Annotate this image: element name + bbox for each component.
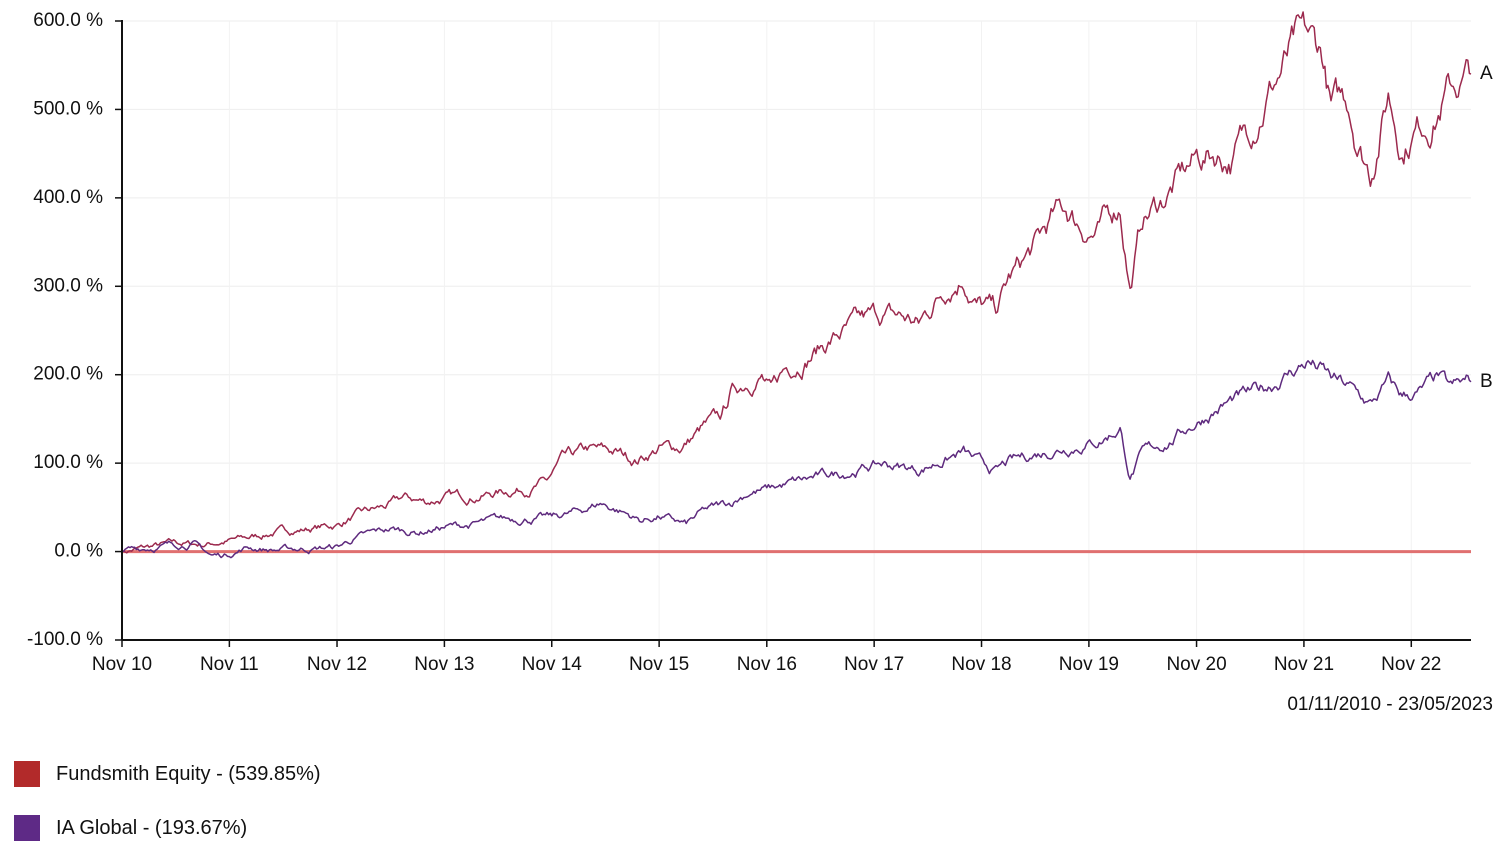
x-tick-label-9: Nov 19 (1059, 654, 1119, 675)
legend-item-fundsmith-equity: Fundsmith Equity - (539.85%) (14, 761, 321, 787)
date-range-label: 01/11/2010 - 23/05/2023 (1287, 694, 1493, 715)
performance-chart: -100.0 % 0.0 % 100.0 % 200.0 % 300.0 % 400.0 … (27, 10, 1493, 675)
legend-swatch-ia-global (14, 815, 40, 841)
x-tick-label-4: Nov 14 (522, 654, 583, 675)
x-tick-label-1: Nov 11 (200, 654, 259, 675)
grid-lines (121, 20, 1471, 641)
x-tick-label-12: Nov 22 (1381, 654, 1441, 675)
y-tick-label-6: 500.0 % (33, 98, 103, 119)
legend-label-fundsmith-equity: Fundsmith Equity - (539.85%) (56, 762, 321, 785)
x-tick-label-7: Nov 17 (844, 654, 904, 675)
series-end-labels: AB (1480, 63, 1493, 392)
x-tick-label-11: Nov 21 (1274, 654, 1334, 675)
x-tick-label-3: Nov 13 (414, 654, 474, 675)
x-tick-label-0: Nov 10 (92, 654, 152, 675)
y-axis-ticks: -100.0 % 0.0 % 100.0 % 200.0 % 300.0 % 400.0 … (27, 10, 122, 650)
legend-label-ia-global: IA Global - (193.67%) (56, 816, 248, 839)
x-tick-label-2: Nov 12 (307, 654, 367, 675)
x-tick-label-8: Nov 18 (951, 654, 1011, 675)
y-tick-label-7: 600.0 % (33, 10, 103, 31)
y-tick-label-5: 400.0 % (33, 187, 103, 208)
axes (121, 20, 1471, 641)
x-tick-label-6: Nov 16 (737, 654, 797, 675)
y-tick-label-2: 100.0 % (33, 452, 103, 473)
series-lines (121, 11, 1472, 559)
series-end-label-0: A (1480, 63, 1493, 84)
series-line-1 (121, 359, 1472, 559)
series-end-label-1: B (1480, 371, 1493, 392)
x-axis-ticks: Nov 10 Nov 11 Nov 12 Nov 13 Nov 14 Nov 15 Nov … (92, 640, 1441, 675)
y-tick-label-1: 0.0 % (54, 541, 103, 562)
series-line-0 (121, 11, 1472, 554)
x-tick-label-5: Nov 15 (629, 654, 689, 675)
legend-swatch-fundsmith-equity (14, 761, 40, 787)
y-tick-label-0: -100.0 % (27, 629, 103, 650)
x-tick-label-10: Nov 20 (1166, 654, 1226, 675)
legend-item-ia-global: IA Global - (193.67%) (14, 815, 247, 841)
y-tick-label-4: 300.0 % (33, 275, 103, 296)
y-tick-label-3: 200.0 % (33, 364, 103, 385)
